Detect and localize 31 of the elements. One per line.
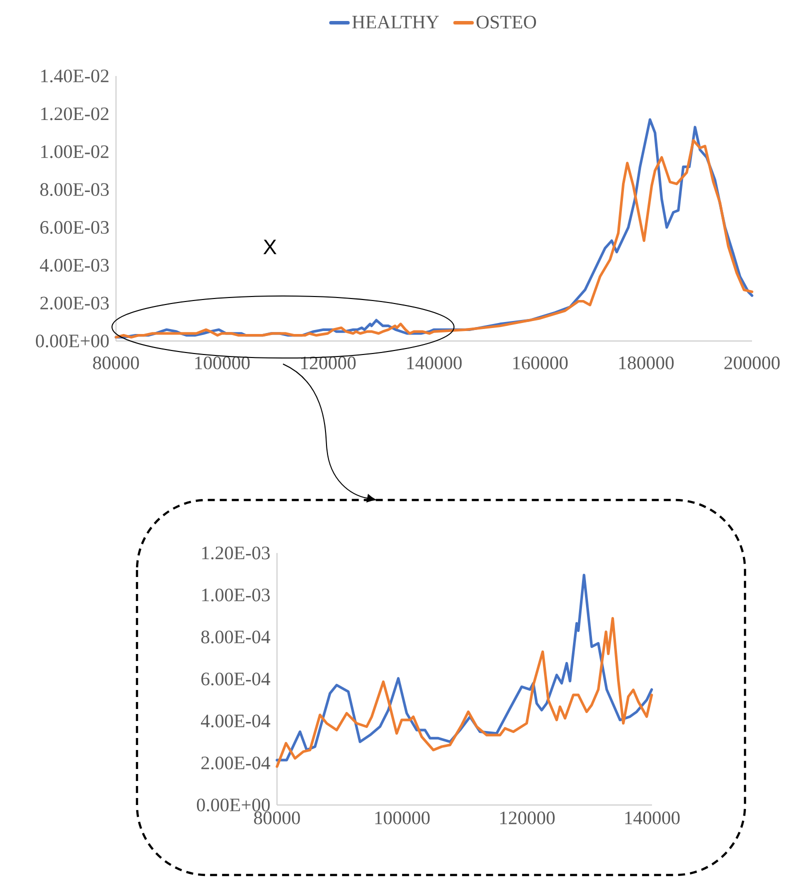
line-series [276,574,653,762]
y-tick-label: 1.40E-02 [41,70,108,82]
y-tick-label: 6.00E-04 [201,672,270,686]
x-tick-label: 140000 [407,356,462,370]
x-tick-label: 80000 [93,356,139,370]
x-tick-label: 80000 [254,812,300,824]
y-tick-label: 6.00E-03 [40,221,109,234]
y-tick-label: 8.00E-04 [201,630,270,644]
y-tick-label: 1.00E-03 [202,588,270,602]
y-tick-label: 1.20E-02 [41,107,108,120]
x-tick-label: 100000 [195,356,250,370]
line-series [276,617,653,768]
y-tick-label: 0.00E+00 [36,334,109,348]
x-tick-label: 120000 [301,356,356,370]
x-tick-label: 180000 [619,356,674,370]
annotation: X [263,240,276,254]
y-tick-label: 2.00E-04 [201,756,270,770]
x-tick-label: 200000 [724,356,780,370]
y-tick-label: 1.20E-03 [202,546,270,560]
y-tick-label: 4.00E-03 [40,258,109,272]
x-tick-label: 140000 [625,812,680,824]
y-tick-label: 8.00E-03 [40,183,109,196]
x-tick-label: 120000 [500,812,555,824]
y-tick-label: 0.00E+00 [196,798,270,812]
y-tick-label: 2.00E-03 [40,296,109,310]
legend-label: OSTEO [476,16,536,29]
y-tick-label: 1.00E-02 [41,145,108,158]
x-tick-label: 160000 [513,356,568,370]
y-tick-label: 4.00E-04 [200,714,270,728]
x-tick-label: 100000 [375,812,430,824]
legend-label: HEALTHY [352,16,439,28]
